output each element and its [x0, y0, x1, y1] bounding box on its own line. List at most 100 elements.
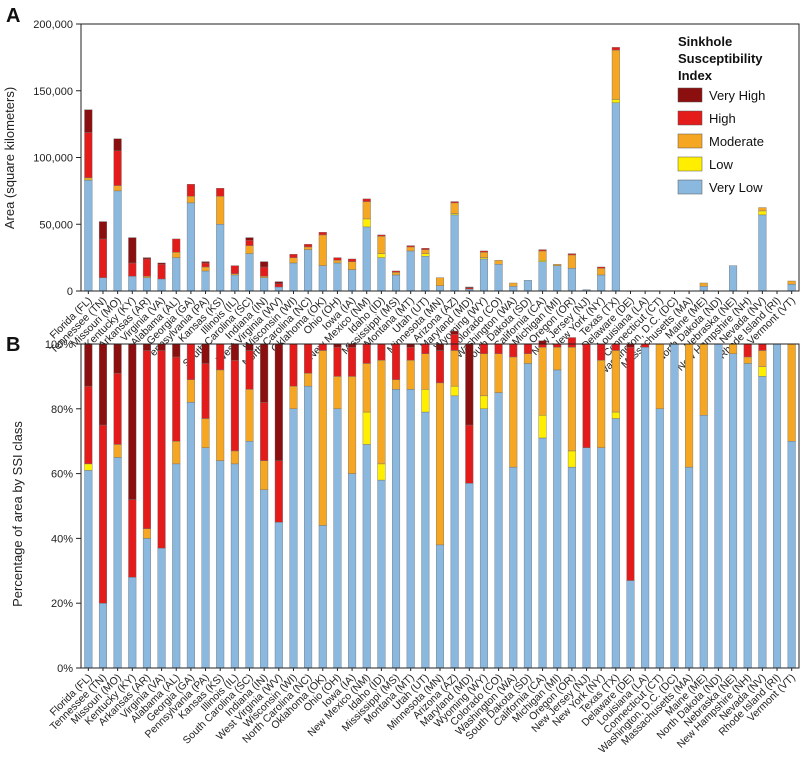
panel-a-bar-very-high [98, 221, 107, 240]
panel-a-bar-low [611, 99, 620, 103]
panel-a-bar-moderate [304, 246, 313, 250]
panel-a-bar-moderate [567, 254, 576, 269]
panel-b-bar-very-low [362, 444, 371, 669]
panel-b-bar-high [523, 343, 532, 354]
panel-b-bar-moderate [318, 350, 327, 526]
panel-b-bar-very-low [611, 418, 620, 669]
panel-a-bar-moderate [435, 277, 445, 286]
panel-a-bar-high [538, 249, 547, 252]
panel-b-bar-high [289, 343, 298, 387]
panel-b-bar-moderate [611, 350, 620, 413]
panel-b-plot-frame [80, 343, 800, 669]
panel-b-bar-very-low [641, 347, 650, 669]
panel-a-bar-high [142, 258, 151, 277]
panel-b-bar-very-high [274, 343, 283, 461]
panel-a-bar-moderate [230, 273, 239, 276]
panel-b-bar-very-low [260, 489, 269, 669]
panel-a-bar-very-low [479, 258, 488, 292]
panel-a-bar-moderate [392, 272, 401, 276]
panel-a-bar-high [479, 250, 488, 253]
panel-b-bar-high [348, 347, 357, 377]
panel-b-bar-moderate [699, 343, 708, 416]
panel-b-bar-low [362, 411, 371, 445]
panel-a-plot-frame [80, 23, 800, 292]
legend-label-high: High [709, 111, 736, 126]
panel-a-bar-high [245, 240, 254, 246]
panel-b-bar-very-low [333, 408, 342, 669]
panel-b-bar-very-low [318, 525, 327, 669]
panel-b-bar-high [479, 343, 488, 354]
panel-b-bar-moderate [479, 353, 488, 397]
panel-b-bar-high [392, 343, 401, 380]
panel-b-bar-moderate [230, 450, 239, 465]
panel-a-bar-high [377, 234, 386, 237]
panel-a-y-tick-label: 0 [67, 286, 73, 298]
panel-a-bar-moderate [509, 282, 518, 287]
panel-b-bar-high [421, 343, 430, 354]
panel-b-ticks: 0% 20% 40% 60% 80% 100% [45, 339, 81, 675]
panel-a-bar-moderate [362, 201, 371, 220]
panel-a-bar-very-low [348, 269, 357, 292]
panel-a-bar-very-low [230, 274, 239, 292]
panel-b-bar-very-low [98, 603, 107, 669]
panel-b-y-tick-label: 100% [45, 339, 73, 351]
panel-b-bar-very-low [157, 547, 166, 669]
panel-a-bar-moderate [377, 236, 386, 254]
panel-b-bar-very-low [758, 376, 767, 669]
panel-b-bar-very-low [729, 353, 738, 669]
panel-b-bar-moderate [494, 353, 503, 393]
panel-a-bar-very-low [128, 276, 137, 292]
panel-b-bar-very-high [230, 343, 239, 361]
panel-b-bar-high [157, 350, 166, 549]
panel-a-bar-high [406, 245, 415, 248]
panel-b-bar-high [758, 343, 767, 351]
panel-b-bar-moderate [362, 363, 371, 413]
legend: Sinkhole Susceptibility Index Very High H… [677, 34, 765, 195]
panel-b-bar-moderate [787, 343, 796, 442]
panel-a-bar-high [186, 183, 195, 197]
panel-a-bar-high [113, 150, 122, 186]
panel-a-bar-high [84, 132, 93, 178]
panel-a-bar-very-high [465, 286, 474, 288]
panel-a-bar-high [611, 47, 620, 51]
panel-a-y-tick-label: 100,000 [33, 153, 73, 165]
panel-b-bar-very-low [743, 363, 752, 669]
panel-b-bar-very-low [685, 466, 694, 669]
panel-a-chart: A Area (square kilometers) 0 50,000 100,00… [2, 5, 800, 379]
panel-b-bar-high [743, 343, 752, 358]
panel-a-bar-very-low [406, 250, 415, 292]
panel-b-bar-high [318, 343, 327, 351]
panel-b-bar-moderate [523, 353, 532, 364]
panel-b-bar-low [377, 463, 386, 481]
panel-a-bar-moderate [421, 249, 430, 254]
panel-b-bar-moderate [142, 528, 151, 539]
panel-b-bar-very-high [128, 343, 137, 500]
panel-b-bar-very-high [113, 343, 122, 374]
panel-b-bar-moderate [567, 347, 576, 452]
panel-a-bar-moderate [84, 177, 93, 180]
panel-b-bar-moderate [758, 350, 767, 367]
panel-b-bar-very-high [465, 343, 474, 426]
panel-b-bar-very-low [509, 466, 518, 669]
panel-b-bar-moderate [553, 347, 562, 371]
panel-b-bar-moderate [113, 444, 122, 458]
panel-a-bar-high [289, 254, 298, 258]
legend-title-line-3: Index [678, 68, 713, 83]
panel-a-bar-high [421, 248, 430, 250]
panel-a-bar-moderate [553, 264, 562, 266]
legend-swatch-moderate [677, 133, 703, 149]
panel-b-bar-very-low [567, 466, 576, 669]
panel-b-bar-moderate [333, 376, 342, 409]
panel-b-bar-very-low [216, 460, 225, 669]
panel-b-bar-moderate [260, 460, 269, 491]
panel-a-bar-high [567, 253, 576, 256]
panel-a-ticks: 0 50,000 100,000 150,000 200,000 [33, 19, 81, 298]
legend-swatch-very-high [677, 87, 703, 103]
panel-b-bar-very-high [260, 343, 269, 403]
panel-a-y-tick-label: 50,000 [39, 219, 73, 231]
panel-b-bar-high [450, 334, 459, 351]
panel-a-bar-moderate [450, 202, 459, 214]
panel-b-bar-very-low [699, 415, 708, 669]
panel-b-chart: B Percentage of area by SSI class 0% 20% 4… [6, 330, 800, 756]
panel-b-bar-very-low [597, 447, 606, 669]
